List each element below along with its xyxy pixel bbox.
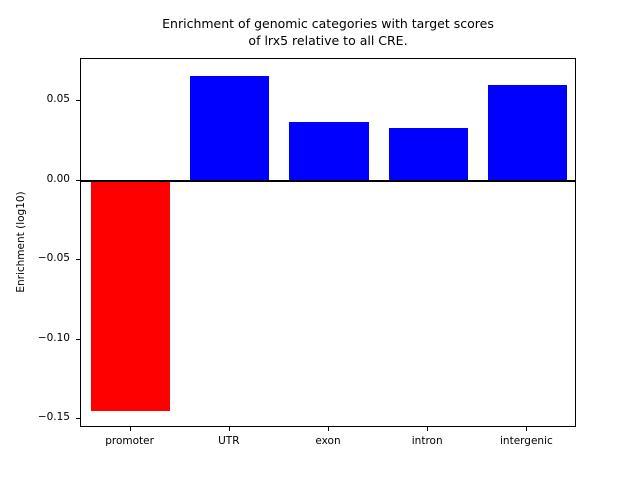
y-tick-label: 0.00 <box>46 172 70 185</box>
y-tick-label: −0.05 <box>37 252 70 265</box>
y-tick-mark <box>76 100 80 102</box>
y-tick-mark <box>76 338 80 340</box>
bar-UTR <box>190 75 270 181</box>
x-tick-mark <box>328 427 329 431</box>
x-tick-mark <box>129 427 131 431</box>
y-tick-mark <box>76 418 80 420</box>
x-tick-label-intergenic: intergenic <box>500 435 553 447</box>
x-tick-label-intron: intron <box>411 435 443 447</box>
y-tick-label: 0.05 <box>46 93 70 106</box>
x-tick-mark <box>526 427 528 431</box>
y-tick-label: −0.10 <box>37 331 70 344</box>
x-tick-label-UTR: UTR <box>218 435 240 447</box>
x-tick-label-exon: exon <box>315 435 341 447</box>
zero-line <box>81 179 575 182</box>
bar-intergenic <box>487 85 568 181</box>
plot-area <box>80 58 576 427</box>
x-tick-mark <box>228 427 230 431</box>
bar-promoter <box>90 180 171 412</box>
x-tick-mark <box>427 427 429 431</box>
y-tick-mark <box>76 179 80 181</box>
x-tick-label-promoter: promoter <box>105 435 154 447</box>
bar-exon <box>289 121 369 181</box>
y-axis-label: Enrichment (log10) <box>15 191 27 293</box>
y-tick-label: −0.15 <box>37 411 70 424</box>
y-tick-mark <box>76 259 80 261</box>
chart-title: Enrichment of genomic categories with ta… <box>162 16 494 48</box>
bar-intron <box>388 128 468 181</box>
